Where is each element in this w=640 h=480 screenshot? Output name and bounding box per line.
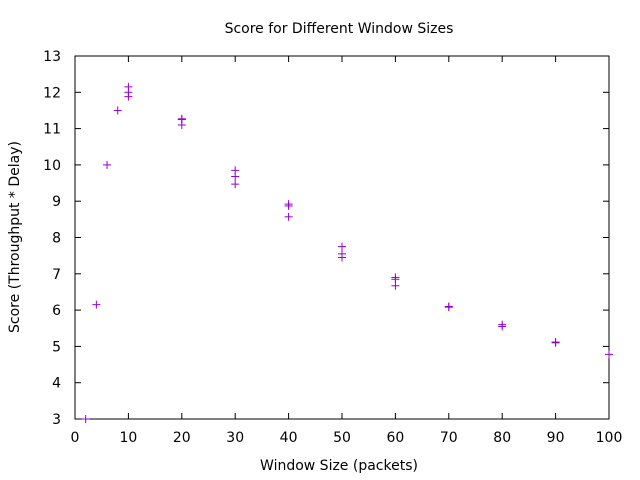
- data-point: [551, 338, 560, 347]
- x-tick-label: 40: [280, 430, 298, 446]
- y-tick-label: 9: [52, 194, 61, 210]
- data-point: [444, 303, 453, 312]
- x-tick-label: 0: [71, 430, 80, 446]
- y-tick-labels: 3 4 5 6 7 8 9 10 11 12 13: [43, 49, 61, 428]
- y-axis-label: Score (Throughput * Delay): [7, 141, 23, 333]
- data-point: [231, 172, 240, 181]
- x-tick-label: 60: [386, 430, 404, 446]
- x-tick-label: 90: [547, 430, 565, 446]
- data-point: [391, 281, 400, 290]
- data-point: [124, 92, 133, 101]
- chart-title: Score for Different Window Sizes: [225, 21, 454, 37]
- x-tick-label: 100: [596, 430, 623, 446]
- x-axis-label: Window Size (packets): [260, 458, 418, 474]
- x-tick-label: 30: [226, 430, 244, 446]
- y-tick-label: 7: [52, 267, 61, 283]
- y-tick-label: 4: [52, 376, 61, 392]
- y-tick-label: 11: [43, 122, 61, 138]
- data-point: [338, 242, 346, 251]
- x-tick-label: 70: [440, 430, 458, 446]
- x-tick-label: 50: [333, 430, 351, 446]
- data-point: [338, 253, 346, 262]
- axis-ticks: [74, 55, 610, 420]
- x-tick-labels: 0 10 20 30 40 50 60 70 80 90 100: [71, 430, 623, 446]
- data-point: [92, 300, 101, 309]
- x-tick-label: 80: [493, 430, 511, 446]
- data-point: [81, 415, 90, 423]
- data-point: [177, 120, 186, 129]
- x-tick-label: 10: [119, 430, 137, 446]
- y-tick-label: 13: [43, 49, 61, 65]
- data-points: [81, 82, 613, 423]
- y-tick-label: 10: [43, 158, 61, 174]
- y-tick-label: 12: [43, 85, 61, 101]
- y-tick-label: 3: [52, 412, 61, 428]
- data-point: [231, 180, 240, 189]
- x-tick-label: 20: [173, 430, 191, 446]
- data-point: [284, 212, 293, 221]
- data-point: [605, 350, 613, 359]
- y-tick-label: 5: [52, 339, 61, 355]
- data-point: [284, 201, 293, 210]
- data-point: [103, 160, 112, 169]
- y-tick-label: 8: [52, 231, 61, 247]
- y-tick-label: 6: [52, 303, 61, 319]
- data-point: [498, 322, 507, 331]
- data-point: [113, 106, 122, 115]
- plot-area-frame: [74, 55, 610, 420]
